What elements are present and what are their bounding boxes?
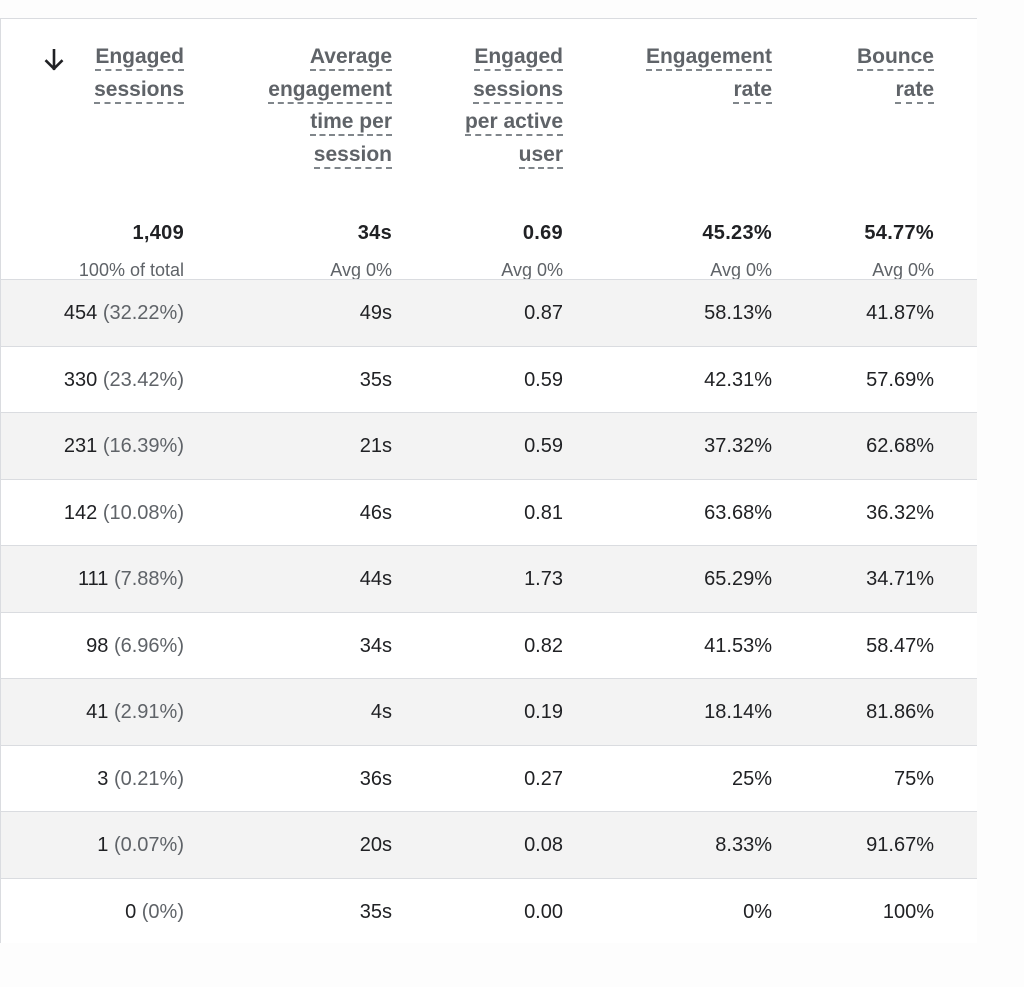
engagement-rate-cell: 41.53%	[704, 635, 772, 657]
table-row[interactable]: 3 (0.21%) 36s 0.27 25% 75%	[1, 745, 977, 812]
avg-time-cell: 4s	[370, 701, 392, 723]
table-row[interactable]: 111 (7.88%) 44s 1.73 65.29% 34.71%	[1, 545, 977, 612]
table-row[interactable]: 142 (10.08%) 46s 0.81 63.68% 36.32%	[1, 479, 977, 546]
sessions-per-user-cell: 1.73	[524, 568, 563, 590]
engaged-sessions-cell: 454 (32.22%)	[63, 302, 184, 324]
engaged-sessions-cell: 41 (2.91%)	[86, 701, 184, 723]
sessions-per-user-cell: 0.59	[524, 369, 563, 391]
engagement-rate-cell: 58.13%	[704, 302, 772, 324]
engaged-sessions-cell: 98 (6.96%)	[86, 635, 184, 657]
engagement-rate-cell: 18.14%	[704, 701, 772, 723]
bounce-rate-cell: 75%	[893, 768, 934, 790]
engagement-rate-cell: 25%	[731, 768, 772, 790]
sessions-per-user-cell: 0.82	[524, 635, 563, 657]
engaged-sessions-cell: 111 (7.88%)	[78, 568, 184, 590]
engaged-sessions-cell: 3 (0.21%)	[97, 768, 184, 790]
report-table: Engaged sessions Average engagement time…	[0, 18, 977, 943]
table-row[interactable]: 1 (0.07%) 20s 0.08 8.33% 91.67%	[1, 811, 977, 878]
sessions-per-user-cell: 0.59	[524, 435, 563, 457]
bounce-rate-cell: 36.32%	[866, 502, 934, 524]
bounce-rate-cell: 91.67%	[866, 834, 934, 856]
total-value: 45.23%	[702, 222, 772, 244]
sessions-per-user-cell: 0.19	[524, 701, 563, 723]
total-value: 54.77%	[864, 222, 934, 244]
sessions-per-user-cell: 0.08	[524, 834, 563, 856]
avg-time-cell: 35s	[359, 369, 392, 391]
table-row[interactable]: 454 (32.22%) 49s 0.87 58.13% 41.87%	[1, 279, 977, 346]
total-subtext: Avg 0%	[330, 260, 392, 280]
column-header-bounce-rate[interactable]: Bounce rate	[856, 41, 934, 106]
sessions-per-user-cell: 0.81	[524, 502, 563, 524]
engaged-sessions-cell: 1 (0.07%)	[97, 834, 184, 856]
arrow-down-icon[interactable]	[41, 47, 67, 73]
total-value: 0.69	[522, 222, 563, 244]
table-row[interactable]: 330 (23.42%) 35s 0.59 42.31% 57.69%	[1, 346, 977, 413]
bounce-rate-cell: 62.68%	[866, 435, 934, 457]
avg-time-cell: 46s	[359, 502, 392, 524]
column-header-engagement-rate[interactable]: Engagement rate	[645, 41, 772, 106]
column-header-engaged-sessions[interactable]: Engaged sessions	[94, 41, 184, 106]
engagement-rate-cell: 37.32%	[704, 435, 772, 457]
avg-time-cell: 44s	[359, 568, 392, 590]
engaged-sessions-cell: 231 (16.39%)	[63, 435, 184, 457]
engaged-sessions-cell: 0 (0%)	[125, 901, 184, 923]
engaged-sessions-cell: 330 (23.42%)	[63, 369, 184, 391]
sessions-per-user-cell: 0.00	[524, 901, 563, 923]
sessions-per-user-cell: 0.87	[524, 302, 563, 324]
bounce-rate-cell: 58.47%	[866, 635, 934, 657]
total-value: 34s	[357, 222, 392, 244]
bounce-rate-cell: 57.69%	[866, 369, 934, 391]
engagement-rate-cell: 0%	[743, 901, 772, 923]
avg-time-cell: 49s	[359, 302, 392, 324]
engagement-rate-cell: 65.29%	[704, 568, 772, 590]
bounce-rate-cell: 41.87%	[866, 302, 934, 324]
bounce-rate-cell: 34.71%	[866, 568, 934, 590]
engagement-rate-cell: 8.33%	[715, 834, 772, 856]
table-row[interactable]: 0 (0%) 35s 0.00 0% 100%	[1, 878, 977, 943]
table-row[interactable]: 98 (6.96%) 34s 0.82 41.53% 58.47%	[1, 612, 977, 679]
total-subtext: 100% of total	[78, 260, 184, 280]
avg-time-cell: 20s	[359, 834, 392, 856]
avg-time-cell: 36s	[359, 768, 392, 790]
total-subtext: Avg 0%	[710, 260, 772, 280]
total-subtext: Avg 0%	[501, 260, 563, 280]
sessions-per-user-cell: 0.27	[524, 768, 563, 790]
avg-time-cell: 34s	[359, 635, 392, 657]
avg-time-cell: 35s	[359, 901, 392, 923]
engagement-rate-cell: 42.31%	[704, 369, 772, 391]
total-value: 1,409	[132, 222, 184, 244]
table-row[interactable]: 41 (2.91%) 4s 0.19 18.14% 81.86%	[1, 678, 977, 745]
bounce-rate-cell: 100%	[882, 901, 934, 923]
engagement-rate-cell: 63.68%	[704, 502, 772, 524]
column-header-avg-engagement-time[interactable]: Average engagement time per session	[268, 41, 392, 171]
total-subtext: Avg 0%	[872, 260, 934, 280]
avg-time-cell: 21s	[359, 435, 392, 457]
column-header-sessions-per-user[interactable]: Engaged sessions per active user	[464, 41, 563, 171]
bounce-rate-cell: 81.86%	[866, 701, 934, 723]
table-row[interactable]: 231 (16.39%) 21s 0.59 37.32% 62.68%	[1, 412, 977, 479]
engaged-sessions-cell: 142 (10.08%)	[63, 502, 184, 524]
